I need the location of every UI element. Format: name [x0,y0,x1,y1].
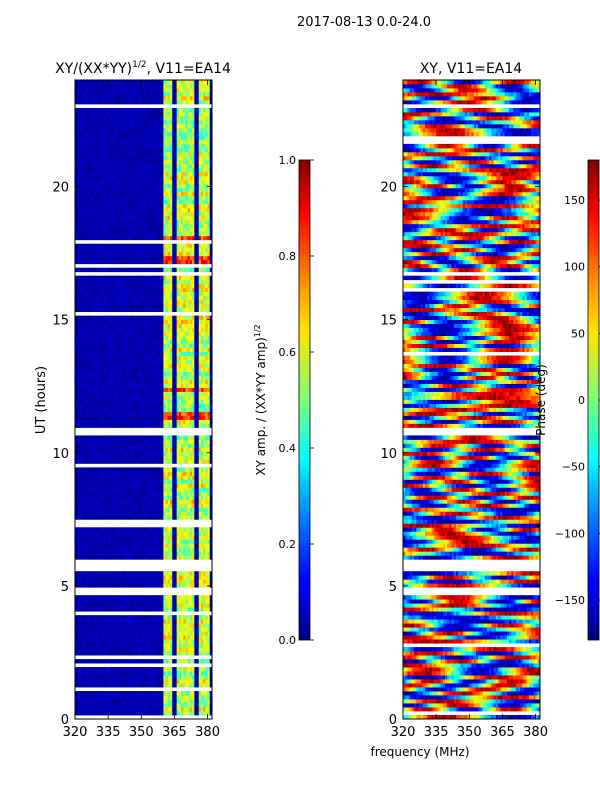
x-tick-label: 350 [129,725,154,740]
left-heatmap [75,80,213,716]
right-x-ticks: 320 335 350 365 380 [391,80,548,740]
colorbar-tick-label: 150 [564,194,585,207]
x-tick-label: 380 [195,725,220,740]
y-tick-label: 0 [389,713,397,728]
left-panel-title: XY/(XX*YY)1/2, V11=EA14 [55,60,231,77]
colorbar-tick-label: −150 [555,594,585,607]
y-tick-label: 5 [61,580,69,595]
y-tick-label: 10 [52,447,69,462]
right-colorbar [587,159,600,641]
x-tick-label: 335 [424,725,449,740]
x-tick-label: 320 [63,725,88,740]
colorbar-tick-label: 0.0 [279,634,297,647]
figure-suptitle: 2017-08-13 0.0-24.0 [297,15,431,30]
colorbar-tick-label: −100 [555,527,585,540]
shared-x-axis-label: frequency (MHz) [370,745,469,759]
left-x-ticks: 320 335 350 365 380 [63,80,220,740]
right-y-ticks: 0 5 10 15 20 [380,181,540,728]
y-tick-label: 5 [389,580,397,595]
colorbar-tick-label: 0.6 [279,346,297,359]
x-tick-label: 365 [162,725,187,740]
y-tick-label: 10 [380,447,397,462]
y-tick-label: 0 [61,713,69,728]
right-colorbar-label: Phase (deg) [534,364,548,436]
colorbar-tick-label: −50 [562,461,585,474]
right-heatmap [403,80,541,720]
colorbar-tick-label: 0.2 [279,538,297,551]
y-tick-label: 15 [380,314,397,329]
colorbar-tick-label: 1.0 [279,154,297,167]
colorbar-tick-label: 100 [564,261,585,274]
right-panel-title: XY, V11=EA14 [420,61,522,77]
colorbar-tick-label: 0 [578,394,585,407]
y-tick-label: 20 [380,181,397,196]
x-tick-label: 350 [457,725,482,740]
right-plot-frame [402,79,541,720]
left-colorbar [298,159,311,641]
x-tick-label: 320 [391,725,416,740]
left-y-ticks: 0 5 10 15 20 [52,181,212,728]
y-tick-label: 20 [52,181,69,196]
left-y-axis-label: UT (hours) [34,366,49,434]
colorbar-tick-label: 50 [571,327,585,340]
x-tick-label: 335 [96,725,121,740]
colorbar-tick-label: 0.8 [279,250,297,263]
left-plot-frame [74,79,213,720]
left-colorbar-ticks: 0.0 0.2 0.4 0.6 0.8 1.0 [279,154,314,647]
right-colorbar-ticks: 150 100 50 0 −50 −100 −150 [555,194,600,607]
left-colorbar-label: XY amp. / (XX*YY amp)1/2 [253,324,268,475]
y-tick-label: 15 [52,314,69,329]
x-tick-label: 365 [490,725,515,740]
colorbar-tick-label: 0.4 [279,442,297,455]
x-tick-label: 380 [523,725,548,740]
